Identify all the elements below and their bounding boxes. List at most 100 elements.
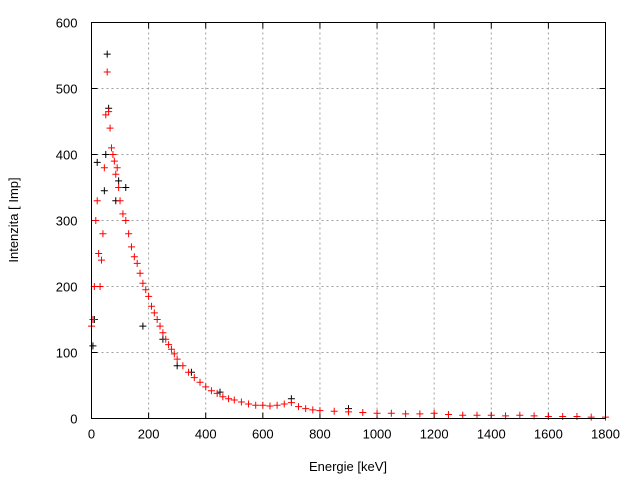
data-point-series-1 — [106, 124, 114, 132]
data-point-series-1 — [150, 309, 158, 317]
data-point-series-1 — [103, 68, 111, 76]
x-tick-label: 800 — [309, 427, 331, 442]
y-tick-label: 600 — [56, 16, 78, 31]
data-point-series-1 — [444, 411, 452, 419]
plot-border — [91, 22, 606, 419]
data-point-series-0 — [89, 342, 97, 350]
data-point-series-0 — [103, 50, 111, 58]
data-point-series-1 — [302, 405, 310, 413]
data-point-series-0 — [216, 388, 224, 396]
data-point-series-1 — [316, 407, 324, 415]
data-point-series-1 — [237, 398, 245, 406]
data-point-series-1 — [309, 406, 317, 414]
data-point-series-1 — [162, 335, 170, 343]
data-point-series-1 — [373, 409, 381, 417]
x-tick-label: 0 — [88, 427, 95, 442]
data-point-series-1 — [92, 217, 100, 224]
data-point-series-1 — [459, 411, 467, 419]
y-tick-label: 0 — [70, 412, 77, 427]
data-point-series-1 — [190, 374, 198, 382]
data-point-series-1 — [133, 259, 141, 267]
data-point-series-1 — [416, 410, 424, 418]
data-point-series-1 — [167, 345, 175, 353]
y-tick-label: 400 — [56, 148, 78, 163]
data-point-series-1 — [156, 322, 164, 330]
data-point-series-0 — [122, 184, 130, 191]
data-point-series-1 — [130, 253, 138, 261]
data-point-series-1 — [122, 217, 130, 224]
data-point-series-1 — [107, 144, 115, 152]
data-point-series-0 — [102, 151, 110, 158]
data-point-series-1 — [153, 316, 161, 323]
data-point-series-1 — [252, 401, 260, 409]
data-point-series-1 — [96, 283, 104, 290]
data-point-series-1 — [185, 368, 193, 376]
data-point-series-1 — [116, 197, 124, 205]
data-point-series-0 — [100, 187, 108, 195]
data-point-series-0 — [139, 322, 147, 330]
data-point-series-1 — [273, 401, 281, 409]
data-point-series-1 — [213, 389, 221, 397]
data-point-series-1 — [259, 401, 267, 409]
data-point-series-1 — [127, 243, 135, 251]
data-point-series-1 — [119, 210, 127, 218]
data-point-series-1 — [136, 269, 144, 277]
data-point-series-1 — [359, 409, 367, 417]
data-point-series-1 — [109, 151, 117, 158]
data-point-series-1 — [202, 383, 210, 391]
data-point-series-1 — [173, 355, 181, 363]
data-point-series-1 — [142, 286, 150, 294]
grid — [91, 22, 606, 419]
data-point-series-1 — [230, 396, 238, 404]
data-point-series-1 — [115, 184, 123, 191]
data-point-series-1 — [179, 362, 187, 370]
data-point-series-1 — [147, 302, 155, 310]
data-point-series-1 — [345, 408, 352, 416]
data-point-series-1 — [516, 411, 524, 419]
data-point-series-1 — [402, 410, 410, 418]
x-tick-label: 1400 — [477, 427, 506, 442]
data-point-series-1 — [487, 411, 495, 419]
x-tick-label: 1000 — [363, 427, 392, 442]
data-point-series-1 — [110, 157, 118, 165]
x-tick-label: 1600 — [534, 427, 563, 442]
x-tick-label: 400 — [195, 427, 217, 442]
x-tick-label: 600 — [252, 427, 274, 442]
data-point-series-1 — [97, 256, 105, 264]
x-tick-label: 1800 — [591, 427, 620, 442]
data-point-series-1 — [145, 292, 153, 300]
data-point-series-1 — [207, 387, 215, 395]
data-point-series-1 — [287, 399, 295, 407]
data-point-series-1 — [170, 350, 178, 358]
data-point-series-1 — [387, 409, 395, 417]
data-points — [88, 50, 609, 421]
y-tick-label: 100 — [56, 346, 78, 361]
data-point-series-1 — [225, 395, 233, 403]
ticks: 0 200 400 600 800 1000 1200 1400 1600 1800 0 100 200… — [56, 16, 620, 442]
data-point-series-1 — [219, 393, 227, 401]
data-point-series-1 — [89, 316, 97, 323]
data-point-series-1 — [165, 341, 173, 349]
x-tick-label: 200 — [138, 427, 160, 442]
x-axis-label: Energie [keV] — [309, 459, 387, 474]
data-point-series-1 — [473, 411, 481, 419]
data-point-series-1 — [99, 230, 107, 238]
data-point-series-0 — [115, 177, 123, 185]
y-tick-label: 300 — [56, 214, 78, 229]
data-point-series-1 — [196, 378, 204, 386]
data-point-series-1 — [102, 111, 110, 119]
data-point-series-1 — [430, 409, 438, 417]
data-point-series-0 — [93, 158, 101, 166]
data-point-series-1 — [587, 413, 595, 421]
y-axis-label: Intenzita [ Imp] — [6, 177, 21, 262]
data-point-series-1 — [93, 197, 101, 205]
data-point-series-1 — [105, 108, 113, 116]
data-point-series-1 — [330, 407, 338, 415]
data-point-series-1 — [266, 402, 274, 410]
data-point-series-1 — [112, 170, 120, 178]
y-tick-label: 500 — [56, 82, 78, 97]
data-point-series-1 — [159, 329, 167, 337]
y-tick-label: 200 — [56, 280, 78, 295]
x-tick-label: 1200 — [420, 427, 449, 442]
